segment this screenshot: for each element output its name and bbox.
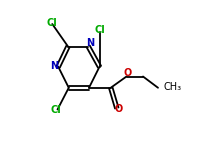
Text: Cl: Cl bbox=[46, 18, 57, 28]
Text: O: O bbox=[123, 69, 131, 78]
Text: Cl: Cl bbox=[95, 25, 106, 35]
Text: Cl: Cl bbox=[51, 105, 61, 115]
Text: N: N bbox=[86, 39, 94, 48]
Text: O: O bbox=[114, 105, 122, 114]
Text: N: N bbox=[50, 61, 59, 71]
Text: CH₃: CH₃ bbox=[164, 82, 182, 92]
